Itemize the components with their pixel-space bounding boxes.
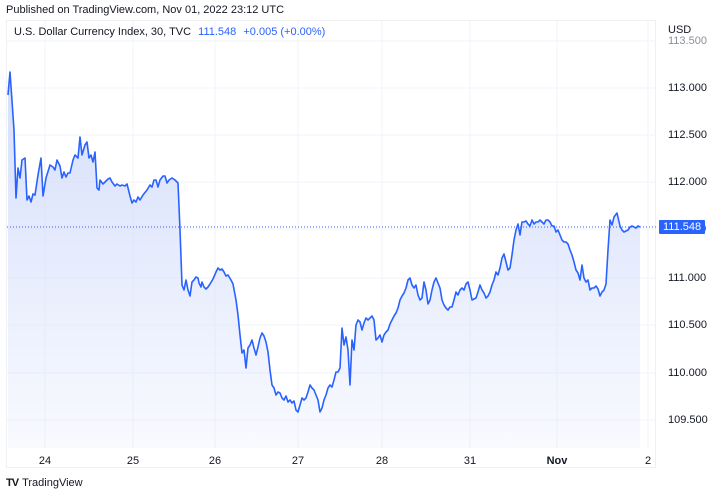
x-tick-label: 27 (291, 455, 305, 467)
currency-label: USD (668, 24, 692, 36)
x-tick-label: 24 (38, 455, 52, 467)
x-tick-label: 25 (126, 455, 140, 467)
x-tick-label: 28 (375, 455, 389, 467)
tradingview-logo-icon: TV (6, 477, 19, 489)
y-tick-label: 111.000 (668, 272, 707, 284)
last-price-value: 111.548 (198, 26, 237, 38)
chart-legend: U.S. Dollar Currency Index, 30, TVC 111.… (14, 26, 325, 38)
chart-frame (6, 20, 656, 468)
tradingview-brand[interactable]: TV TradingView (6, 477, 83, 489)
last-price-tag: 111.548 (659, 220, 706, 234)
x-tick-label: Nov (546, 455, 568, 467)
published-caption: Published on TradingView.com, Nov 01, 20… (6, 4, 285, 16)
x-tick-label: 2 (644, 455, 652, 467)
symbol-name: U.S. Dollar Currency Index, 30, TVC (14, 26, 192, 38)
price-change: +0.005 (+0.00%) (243, 26, 326, 38)
y-tick-label: 113.500 (668, 35, 707, 47)
y-tick-label: 112.000 (668, 176, 707, 188)
y-tick-label: 110.500 (668, 319, 707, 331)
price-line (7, 71, 641, 413)
x-tick-label: 26 (208, 455, 222, 467)
x-tick-label: 31 (463, 455, 477, 467)
y-tick-label: 113.000 (668, 82, 707, 94)
y-tick-label: 109.500 (668, 414, 708, 426)
brand-name: TradingView (22, 477, 83, 489)
y-tick-label: 112.500 (668, 129, 707, 141)
price-area-fill (8, 72, 640, 448)
y-tick-label: 110.000 (668, 367, 707, 379)
